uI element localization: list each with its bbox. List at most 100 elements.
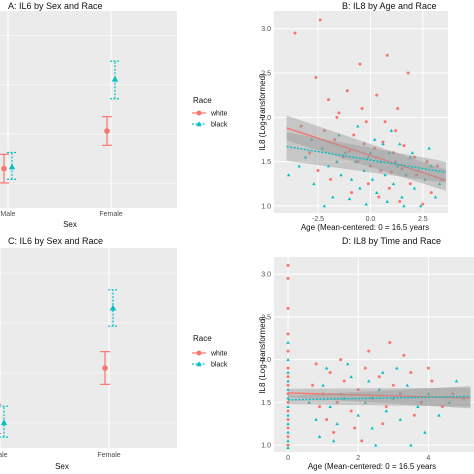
panel-b-title: B: IL8 by Age and Race: [342, 1, 437, 11]
legend-key-point-white: [196, 350, 202, 356]
data-point-white: [342, 379, 346, 383]
data-point-black: [356, 124, 360, 128]
data-point-white: [394, 129, 398, 133]
data-point-white: [358, 62, 362, 66]
data-point-white: [347, 149, 351, 153]
data-point-white: [286, 383, 290, 387]
confidence-ribbon-white: [286, 115, 446, 191]
x-tick-label: Female: [97, 452, 120, 459]
y-tick-label: 1.5: [261, 400, 271, 407]
x-tick-label: -2.5: [312, 216, 324, 223]
legend-key-point-black: [196, 121, 202, 127]
data-point-white: [364, 120, 368, 124]
data-point-white: [360, 106, 364, 110]
data-point-white: [363, 366, 367, 370]
data-point-white: [429, 191, 433, 195]
data-point-black: [286, 404, 290, 409]
data-point-black: [381, 142, 385, 146]
x-tick-label: Male: [0, 211, 15, 218]
data-point-black: [362, 168, 366, 172]
data-point-black: [427, 146, 431, 150]
data-point-black: [454, 379, 459, 383]
data-point-white: [316, 168, 320, 172]
data-point-white: [388, 341, 392, 345]
panel-b-background: [274, 11, 448, 213]
data-point-white: [293, 31, 297, 35]
data-point-white: [396, 106, 400, 110]
y-tick-label: 3.0: [261, 26, 271, 33]
legend-top-title: Race: [193, 96, 212, 105]
mean-point-black: [109, 304, 117, 311]
data-point-white: [341, 155, 345, 159]
data-point-white: [398, 392, 402, 396]
y-tick-label: 2.5: [261, 71, 271, 78]
data-point-white: [337, 111, 341, 115]
legend-key-point-white: [196, 110, 202, 116]
data-point-white: [368, 164, 372, 168]
data-point-white: [419, 400, 423, 404]
data-point-black: [404, 173, 408, 177]
data-point-white: [391, 383, 395, 387]
data-point-black: [286, 173, 291, 177]
data-point-black: [312, 182, 316, 186]
data-point-white: [379, 168, 383, 172]
data-point-black: [337, 133, 341, 137]
x-tick-label: Female: [99, 211, 122, 218]
data-point-black: [429, 164, 433, 168]
data-point-white: [286, 426, 290, 430]
legend-label-white: white: [210, 351, 227, 358]
data-point-white: [409, 370, 413, 374]
data-point-white: [408, 182, 412, 186]
x-tick-label: Male: [0, 452, 8, 459]
data-point-white: [384, 405, 388, 409]
data-point-white: [286, 418, 290, 421]
data-point-white: [402, 144, 406, 148]
data-point-black: [385, 199, 389, 203]
legend-bottom-title: Race: [193, 334, 212, 343]
data-point-white: [329, 177, 333, 181]
data-point-black: [310, 137, 314, 141]
data-point-black: [381, 370, 385, 374]
data-point-black: [419, 204, 423, 208]
data-point-white: [440, 405, 444, 409]
data-point-white: [325, 418, 329, 421]
data-point-white: [360, 439, 364, 443]
data-point-white: [299, 124, 303, 128]
data-point-black: [347, 197, 352, 201]
panel-d-ylabel: IL8 (Log-transformed): [258, 316, 267, 394]
y-tick-label: 3.0: [261, 272, 271, 279]
data-point-black: [317, 434, 322, 438]
data-point-white: [375, 93, 379, 97]
data-point-white: [311, 383, 315, 387]
data-point-black: [405, 383, 410, 387]
data-point-white: [286, 264, 290, 268]
data-point-white: [387, 186, 391, 190]
panel-c-title: C: IL6 by Sex and Race: [8, 236, 103, 246]
data-point-black: [286, 439, 290, 443]
data-point-white: [421, 202, 425, 206]
data-point-black: [433, 195, 438, 199]
data-point-white: [314, 362, 318, 366]
data-point-white: [385, 53, 389, 57]
data-point-white: [349, 409, 353, 413]
data-point-black: [387, 151, 392, 155]
data-point-white: [377, 195, 381, 199]
data-point-black: [384, 409, 388, 413]
data-point-white: [327, 98, 331, 102]
data-point-white: [389, 170, 393, 174]
y-tick-label: 2.0: [261, 357, 271, 364]
confidence-ribbon-black: [288, 386, 471, 407]
data-point-black: [343, 151, 347, 155]
data-point-black: [349, 375, 353, 379]
data-point-white: [426, 366, 430, 370]
data-point-white: [286, 435, 290, 439]
data-point-white: [286, 443, 290, 447]
data-point-black: [370, 426, 374, 430]
data-point-black: [286, 370, 290, 374]
data-point-black: [363, 400, 367, 404]
data-point-white: [286, 366, 290, 370]
data-point-black: [321, 383, 325, 387]
panel-c-xlabel: Sex: [55, 462, 69, 471]
data-point-white: [362, 142, 366, 146]
